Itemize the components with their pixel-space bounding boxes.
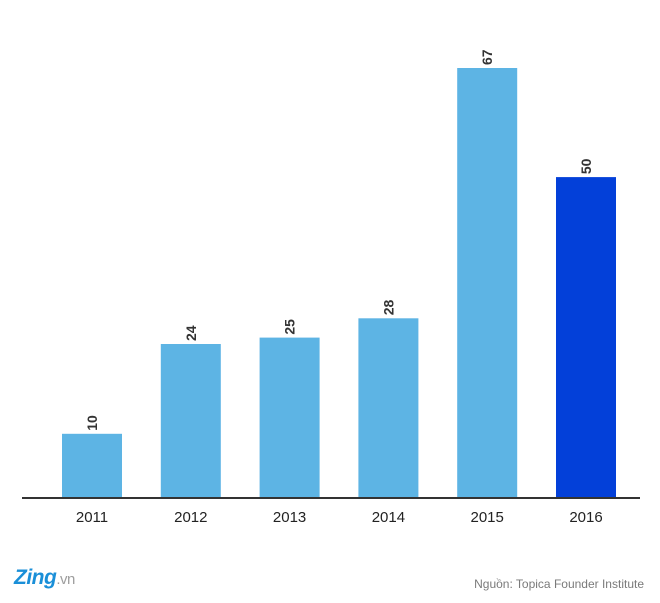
x-tick-label-2015: 2015	[471, 509, 504, 526]
data-label-2016: 50	[578, 158, 594, 174]
x-tick-label-2013: 2013	[273, 509, 306, 526]
x-tick-label-2012: 2012	[174, 509, 207, 526]
x-tick-label-2014: 2014	[372, 509, 405, 526]
zing-logo: Zing.vn	[14, 566, 75, 592]
data-label-2014: 28	[380, 300, 396, 316]
source-note: Nguồn: Topica Founder Institute	[474, 577, 644, 591]
x-tick-label-2016: 2016	[569, 509, 602, 526]
bar-chart: 10 2011 24 2012 25 2013 28 2014 67 2015 50 2016	[22, 49, 640, 526]
bar-2013	[259, 337, 320, 498]
data-label-2015: 67	[479, 49, 495, 65]
logo-tld: .vn	[56, 571, 75, 588]
data-label-2011: 10	[84, 415, 100, 431]
x-tick-label-2011: 2011	[76, 509, 108, 526]
data-label-2013: 25	[282, 319, 298, 335]
bar-2015	[457, 68, 518, 498]
bar-2011	[62, 433, 122, 498]
bar-2014	[358, 318, 419, 498]
data-label-2012: 24	[183, 325, 199, 341]
bar-2016	[556, 177, 616, 498]
bar-2012	[160, 344, 221, 498]
bars	[62, 68, 616, 498]
logo-brand: Zing	[14, 566, 57, 589]
labels: 10 2011 24 2012 25 2013 28 2014 67 2015 50 2016	[76, 49, 603, 526]
